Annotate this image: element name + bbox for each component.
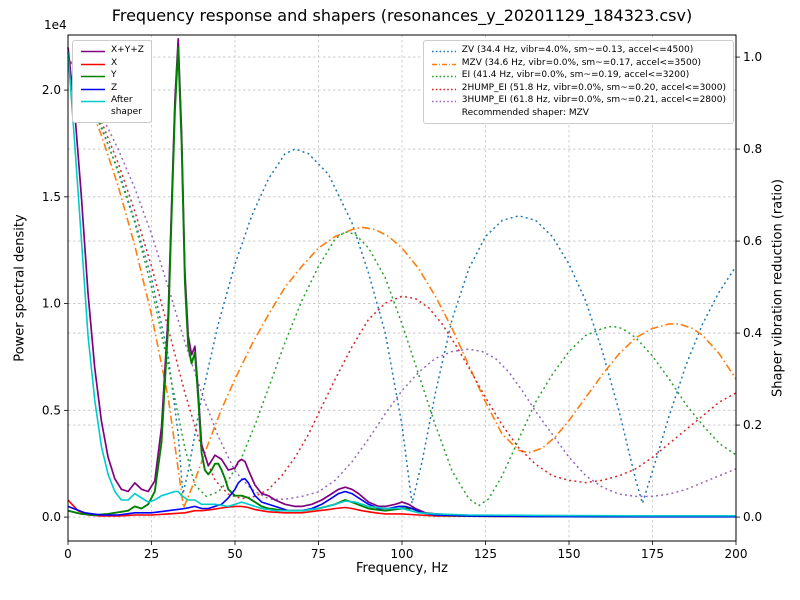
legend-line-sample <box>81 50 105 53</box>
legend-label: ZV (34.4 Hz, vibr=4.0%, sm~=0.13, accel<… <box>461 45 694 55</box>
legend-item: EI (41.4 Hz, vibr=0.0%, sm~=0.19, accel<… <box>431 70 726 82</box>
legend-line-sample <box>81 63 105 65</box>
x-tick-label: 75 <box>311 547 326 561</box>
series-y <box>67 46 736 518</box>
legend-item: ZV (34.4 Hz, vibr=4.0%, sm~=0.13, accel<… <box>431 45 726 57</box>
legend-item: 3HUMP_EI (61.8 Hz, vibr=0.0%, sm~=0.21, … <box>431 95 726 107</box>
right-y-tick-label: 0.8 <box>743 142 762 156</box>
series-x <box>67 499 736 518</box>
right-y-axis-label: Shaper vibration reduction (ratio) <box>770 179 786 397</box>
series-zv <box>67 56 737 505</box>
legend-line-sample <box>431 75 456 78</box>
x-tick-label: 125 <box>474 547 497 561</box>
legend-item: MZV (34.6 Hz, vibr=0.0%, sm~=0.17, accel… <box>431 58 726 70</box>
x-axis-label: Frequency, Hz <box>355 561 449 576</box>
legend-label: EI (41.4 Hz, vibr=0.0%, sm~=0.19, accel<… <box>461 70 690 80</box>
x-tick-label: 25 <box>144 547 159 561</box>
series-x-y-z <box>67 37 736 518</box>
legend-item: Y <box>80 70 144 82</box>
legend-label: Y <box>111 70 117 80</box>
legend-label: Recommended shaper: MZV <box>461 107 589 118</box>
x-tick-label: 0 <box>64 547 72 561</box>
legend-line-sample <box>431 100 456 103</box>
legend-label: MZV (34.6 Hz, vibr=0.0%, sm~=0.17, accel… <box>461 57 701 68</box>
left-y-tick-label: 0.5 <box>42 403 61 417</box>
legend-item: Z <box>80 83 144 95</box>
legend-label: X+Y+Z <box>111 45 144 55</box>
legend-shapers: ZV (34.4 Hz, vibr=4.0%, sm~=0.13, accel<… <box>422 40 734 124</box>
left-y-tick-label: 2.0 <box>42 83 61 97</box>
legend-label: 3HUMP_EI (61.8 Hz, vibr=0.0%, sm~=0.21, … <box>461 95 726 105</box>
legend-line-sample <box>81 75 105 78</box>
right-y-tick-label: 0.2 <box>743 418 762 432</box>
left-y-tick-label: 1.5 <box>42 190 61 204</box>
right-y-tick-label: 0.4 <box>743 326 762 340</box>
right-y-tick-label: 1.0 <box>743 50 762 64</box>
chart-title: Frequency response and shapers (resonanc… <box>111 6 693 25</box>
legend-line-sample <box>431 63 456 65</box>
legend-label: X <box>111 57 118 68</box>
series-after-shaper <box>67 51 736 517</box>
series-mzv <box>67 56 737 509</box>
x-tick-label: 50 <box>227 547 242 561</box>
legend-psd-series: X+Y+Z X Y Z After shaper <box>72 40 152 123</box>
legend-label: 2HUMP_EI (51.8 Hz, vibr=0.0%, sm~=0.20, … <box>461 82 726 93</box>
legend-item: After shaper <box>80 95 144 118</box>
legend-label: After shaper <box>111 95 142 117</box>
legend-line-sample <box>431 88 456 90</box>
left-y-axis-label: Power spectral density <box>12 214 28 362</box>
left-axis-offset-text: 1e4 <box>44 18 67 32</box>
legend-label: Z <box>111 82 118 93</box>
legend-line-sample <box>81 100 105 103</box>
right-y-tick-label: 0.0 <box>743 510 762 524</box>
left-y-tick-label: 0.0 <box>42 510 61 524</box>
x-tick-label: 150 <box>558 547 581 561</box>
legend-line-sample <box>431 50 456 53</box>
right-y-tick-label: 0.6 <box>743 234 762 248</box>
series-2hump-ei <box>67 56 737 500</box>
legend-line-sample <box>81 88 105 90</box>
x-tick-label: 175 <box>641 547 664 561</box>
legend-item: Recommended shaper: MZV <box>431 108 726 120</box>
legend-item: X <box>80 58 144 70</box>
legend-item: X+Y+Z <box>80 45 144 57</box>
legend-item: 2HUMP_EI (51.8 Hz, vibr=0.0%, sm~=0.20, … <box>431 83 726 95</box>
x-tick-label: 200 <box>725 547 748 561</box>
x-tick-label: 100 <box>391 547 414 561</box>
left-y-tick-label: 1.0 <box>42 297 61 311</box>
series-z <box>67 477 736 518</box>
